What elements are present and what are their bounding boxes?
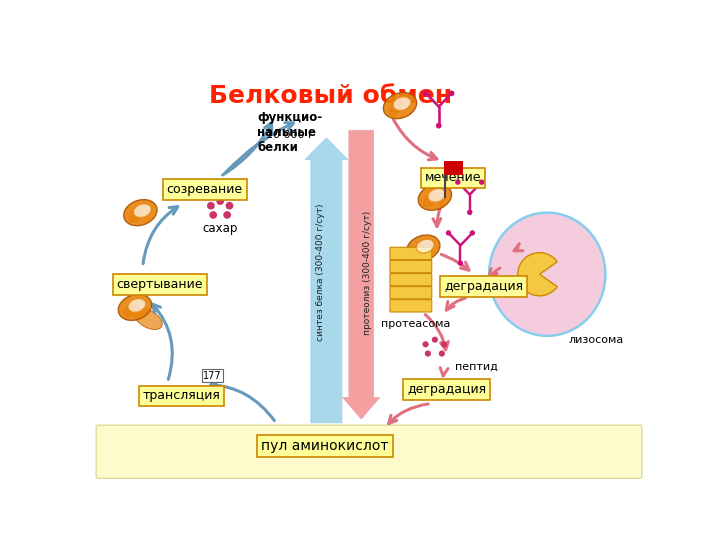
Ellipse shape bbox=[428, 188, 446, 202]
Circle shape bbox=[223, 211, 231, 219]
Ellipse shape bbox=[124, 200, 157, 226]
Text: созревание: созревание bbox=[166, 183, 243, 196]
Text: протеолиз (300-400 г/сут): протеолиз (300-400 г/сут) bbox=[363, 211, 372, 335]
FancyBboxPatch shape bbox=[390, 287, 432, 299]
Ellipse shape bbox=[416, 239, 434, 253]
Ellipse shape bbox=[128, 299, 146, 312]
FancyArrow shape bbox=[343, 130, 380, 419]
Circle shape bbox=[455, 179, 461, 185]
Ellipse shape bbox=[383, 92, 417, 119]
Ellipse shape bbox=[118, 294, 152, 320]
Text: деградация: деградация bbox=[407, 383, 486, 396]
Text: 177: 177 bbox=[203, 371, 222, 381]
Circle shape bbox=[479, 179, 485, 185]
Circle shape bbox=[467, 210, 472, 215]
Circle shape bbox=[225, 202, 233, 210]
Ellipse shape bbox=[489, 213, 606, 336]
Text: трансляция: трансляция bbox=[143, 389, 220, 402]
Circle shape bbox=[423, 341, 428, 347]
Ellipse shape bbox=[134, 308, 162, 329]
Circle shape bbox=[425, 350, 431, 356]
FancyBboxPatch shape bbox=[390, 300, 432, 312]
Ellipse shape bbox=[407, 235, 440, 261]
Circle shape bbox=[207, 202, 215, 210]
Circle shape bbox=[449, 90, 454, 96]
Text: свертывание: свертывание bbox=[117, 278, 203, 291]
FancyArrow shape bbox=[305, 138, 348, 423]
FancyBboxPatch shape bbox=[390, 260, 432, 273]
Circle shape bbox=[438, 350, 445, 356]
Text: пул аминокислот: пул аминокислот bbox=[261, 439, 389, 453]
Text: пептид: пептид bbox=[454, 362, 498, 372]
Text: сахар: сахар bbox=[202, 221, 238, 234]
Text: протеасома: протеасома bbox=[381, 319, 450, 328]
Ellipse shape bbox=[412, 245, 424, 258]
Ellipse shape bbox=[393, 97, 411, 111]
Text: функцио-
нальные
белки: функцио- нальные белки bbox=[257, 111, 323, 154]
FancyBboxPatch shape bbox=[96, 425, 642, 478]
Circle shape bbox=[469, 230, 475, 235]
Ellipse shape bbox=[130, 210, 141, 222]
Text: мечение: мечение bbox=[425, 172, 481, 185]
Ellipse shape bbox=[389, 103, 400, 115]
Ellipse shape bbox=[424, 194, 436, 207]
FancyBboxPatch shape bbox=[444, 161, 463, 175]
Circle shape bbox=[210, 211, 217, 219]
Circle shape bbox=[441, 341, 447, 347]
Circle shape bbox=[446, 230, 451, 235]
Circle shape bbox=[432, 336, 438, 343]
Text: синтез белка (300-400 г/сут): синтез белка (300-400 г/сут) bbox=[317, 204, 325, 341]
FancyBboxPatch shape bbox=[390, 247, 432, 260]
Text: деградация: деградация bbox=[444, 280, 523, 293]
Circle shape bbox=[216, 197, 224, 205]
Circle shape bbox=[436, 123, 441, 129]
Text: лизосома: лизосома bbox=[569, 335, 624, 346]
FancyBboxPatch shape bbox=[390, 273, 432, 286]
Ellipse shape bbox=[124, 305, 135, 317]
Ellipse shape bbox=[133, 204, 151, 218]
Text: Белковый обмен: Белковый обмен bbox=[209, 84, 452, 108]
Ellipse shape bbox=[418, 184, 451, 210]
Text: 10 000 г: 10 000 г bbox=[266, 130, 314, 140]
Circle shape bbox=[458, 260, 463, 266]
Circle shape bbox=[423, 90, 429, 96]
Wedge shape bbox=[518, 253, 557, 296]
